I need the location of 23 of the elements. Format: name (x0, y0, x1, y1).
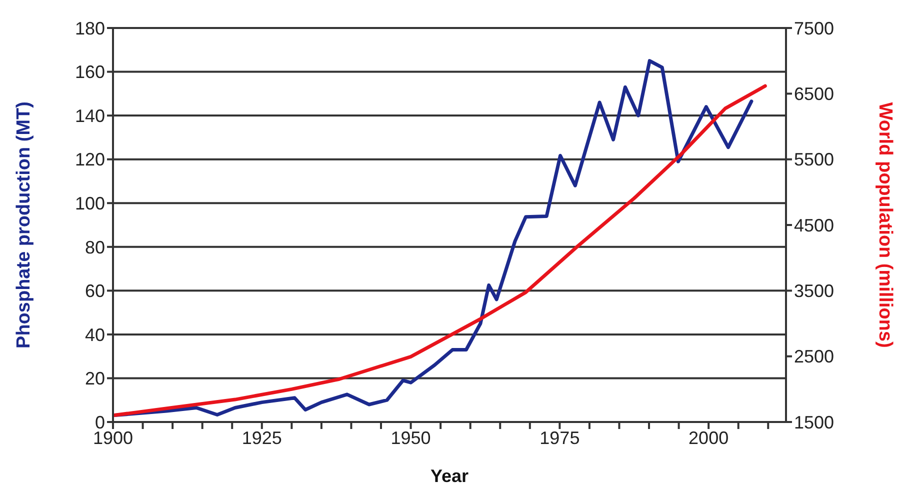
y-tick-label: 100 (74, 194, 105, 214)
y-tick-label: 140 (74, 106, 105, 126)
x-tick-label: 1975 (540, 428, 580, 448)
y-tick-label: 60 (84, 281, 105, 302)
y2-tick-label: 3500 (794, 281, 834, 302)
y-tick-label: 160 (74, 62, 105, 82)
y2-tick-label: 2500 (794, 346, 834, 367)
y2-tick-label: 5500 (794, 150, 834, 170)
y-tick-label: 180 (74, 18, 105, 38)
y2-axis-title: World population (millions) (874, 102, 896, 348)
y-axis-title: Phosphate production (MT) (14, 102, 35, 348)
y2-tick-label: 6500 (794, 84, 834, 104)
x-tick-label: 1925 (242, 428, 282, 448)
y-tick-label: 40 (84, 324, 105, 345)
y-tick-label: 120 (74, 150, 105, 170)
y2-tick-label: 4500 (794, 215, 834, 236)
x-axis-title: Year (430, 466, 469, 486)
y2-tick-label: 1500 (794, 412, 834, 432)
y2-tick-label: 7500 (794, 18, 834, 38)
y-tick-label: 80 (84, 237, 105, 258)
x-tick-label: 1950 (390, 428, 431, 448)
x-tick-label: 2000 (688, 428, 729, 448)
y-tick-label: 20 (84, 368, 105, 389)
